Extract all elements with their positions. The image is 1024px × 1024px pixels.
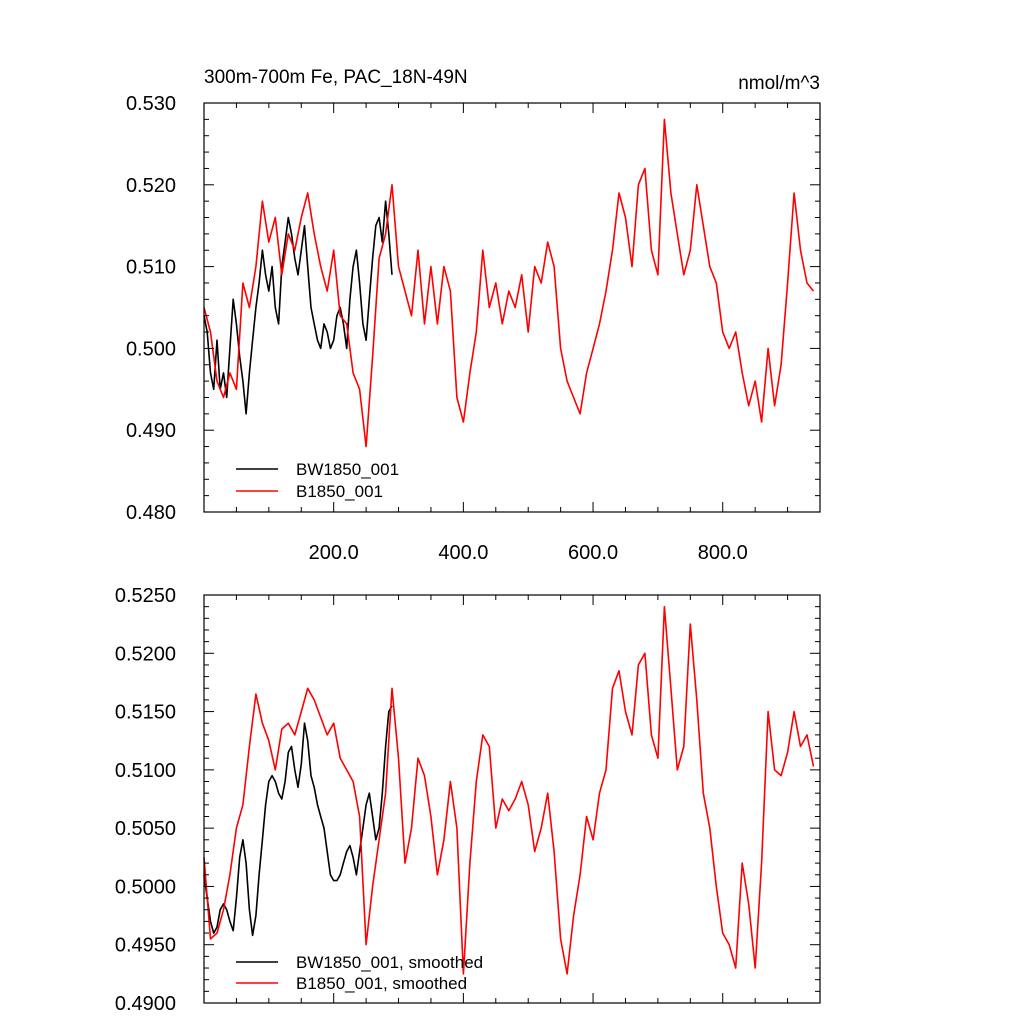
series-line-black xyxy=(203,200,393,415)
series-line-red xyxy=(203,118,815,448)
y-tick-label: 0.480 xyxy=(126,502,176,524)
y-tick-label: 0.5200 xyxy=(115,643,176,665)
y-tick-label: 0.5050 xyxy=(115,818,176,840)
units-label: nmol/m^3 xyxy=(738,73,820,94)
y-tick-label: 0.500 xyxy=(126,338,176,360)
y-tick-label: 0.4950 xyxy=(115,935,176,957)
x-tick-label: 600.0 xyxy=(568,542,618,564)
series-line-red xyxy=(203,605,815,975)
y-tick-label: 0.530 xyxy=(126,93,176,115)
y-tick-label: 0.5150 xyxy=(115,702,176,724)
legend-label: B1850_001 xyxy=(296,482,383,501)
plot-frame xyxy=(203,102,821,513)
y-tick-label: 0.4900 xyxy=(115,993,176,1015)
legend-label: B1850_001, smoothed xyxy=(296,974,467,993)
bottom-panel: 0.4900 0.4950 0.5000 0.5050 0.5100 0.5150 0.52… xyxy=(115,585,821,1015)
figure-title: 300m-700m Fe, PAC_18N-49N xyxy=(204,67,468,88)
y-tick-label: 0.5100 xyxy=(115,760,176,782)
plot-frame xyxy=(203,594,821,1004)
x-tick-label: 400.0 xyxy=(438,542,488,564)
y-tick-label: 0.490 xyxy=(126,420,176,442)
y-tick-label: 0.520 xyxy=(126,175,176,197)
x-tick-label: 200.0 xyxy=(309,542,359,564)
legend-label: BW1850_001, smoothed xyxy=(296,953,483,972)
x-tick-label: 800.0 xyxy=(698,542,748,564)
legend-label: BW1850_001 xyxy=(296,460,399,479)
y-tick-label: 0.5250 xyxy=(115,585,176,607)
y-tick-label: 0.5000 xyxy=(115,876,176,898)
top-panel: 0.480 0.490 0.500 0.510 0.520 0.530 200.0 400.0… xyxy=(126,93,821,564)
y-tick-label: 0.510 xyxy=(126,257,176,279)
